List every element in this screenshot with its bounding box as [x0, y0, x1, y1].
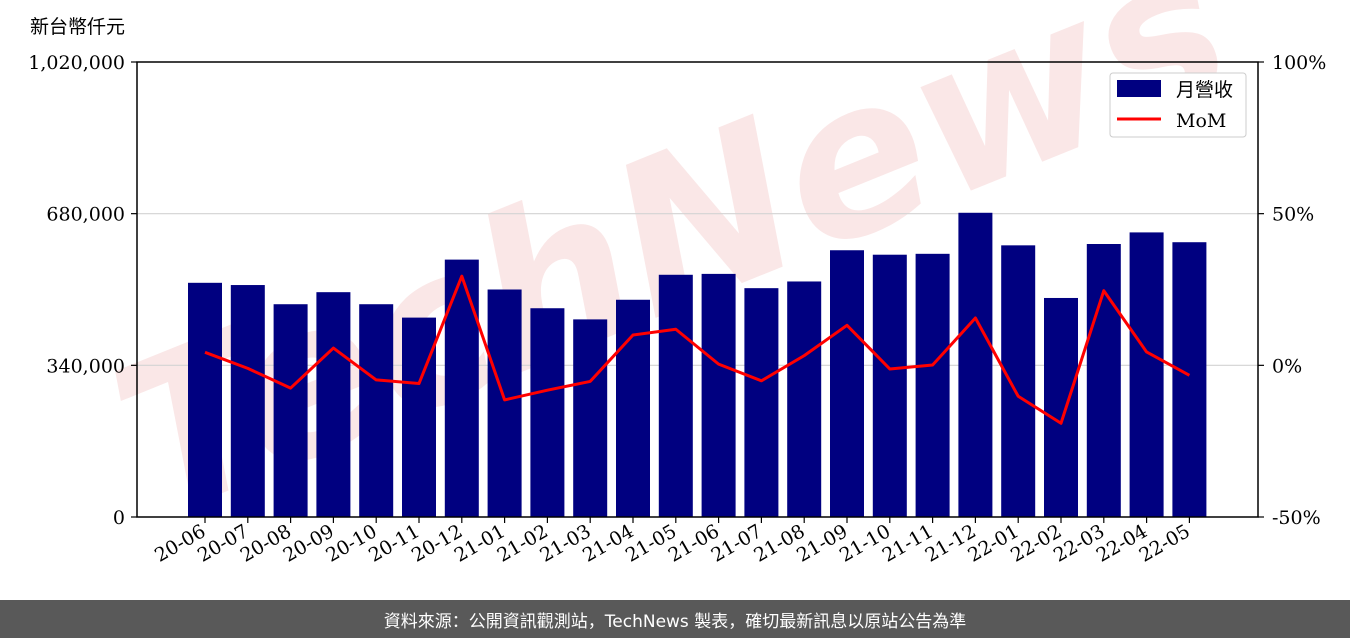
mom-line — [204, 274, 1191, 425]
legend-label-mom: MoM — [1176, 110, 1226, 132]
y2-tick-label: 50% — [1272, 204, 1314, 226]
left-y-axis: 0 340,000 680,000 1,020,000 — [28, 52, 137, 529]
bar-20-06 — [188, 282, 222, 517]
y-tick-label: 340,000 — [46, 355, 125, 377]
bar-20-12 — [444, 259, 479, 517]
bar-21-10 — [872, 254, 907, 518]
plot-frame — [136, 61, 1259, 518]
bar-21-07 — [744, 288, 779, 517]
bar-20-08 — [273, 304, 308, 517]
chart-legend: 月營收 MoM — [1109, 72, 1247, 138]
y2-tick-label: -50% — [1272, 507, 1321, 529]
bar-22-05 — [1172, 242, 1207, 517]
bar-22-03 — [1086, 244, 1121, 517]
bar-20-11 — [402, 317, 436, 517]
bar-21-03 — [573, 319, 608, 517]
x-axis: 20-0620-0720-0820-0920-1020-1120-1221-01… — [151, 517, 1194, 567]
right-y-axis: -50% 0% 50% 100% — [1258, 52, 1326, 529]
bar-21-05 — [658, 274, 693, 517]
bar-21-08 — [787, 281, 822, 517]
y-tick-label: 0 — [113, 507, 125, 529]
y-axis-unit-label: 新台幣仟元 — [30, 16, 125, 38]
bar-21-09 — [830, 250, 864, 517]
legend-swatch-revenue — [1117, 80, 1161, 97]
revenue-chart: TechNews 新台幣仟元 0340,000680,0001,020,000 … — [28, 0, 1326, 567]
bar-22-01 — [1001, 245, 1036, 517]
x-tick-label: 22-05 — [1135, 520, 1193, 566]
bar-22-02 — [1044, 297, 1078, 517]
y2-tick-label: 100% — [1272, 52, 1326, 74]
revenue-bars — [188, 212, 1207, 518]
bar-21-11 — [915, 253, 950, 517]
legend-label-revenue: 月營收 — [1176, 79, 1233, 101]
bar-21-12 — [958, 212, 993, 517]
y-tick-label: 1,020,000 — [28, 52, 125, 74]
bar-21-02 — [530, 308, 565, 517]
bar-22-04 — [1129, 232, 1164, 517]
bar-21-06 — [701, 273, 736, 517]
bar-20-07 — [230, 285, 265, 517]
source-footer: 資料來源：公開資訊觀測站，TechNews 製表，確切最新訊息以原站公告為準 — [0, 600, 1350, 638]
y-tick-label: 680,000 — [46, 204, 125, 226]
y2-tick-label: 0% — [1272, 355, 1302, 377]
mom-line-series — [204, 274, 1191, 425]
bar-20-10 — [359, 304, 394, 517]
bar-21-01 — [487, 289, 522, 517]
bar-20-09 — [316, 292, 351, 517]
